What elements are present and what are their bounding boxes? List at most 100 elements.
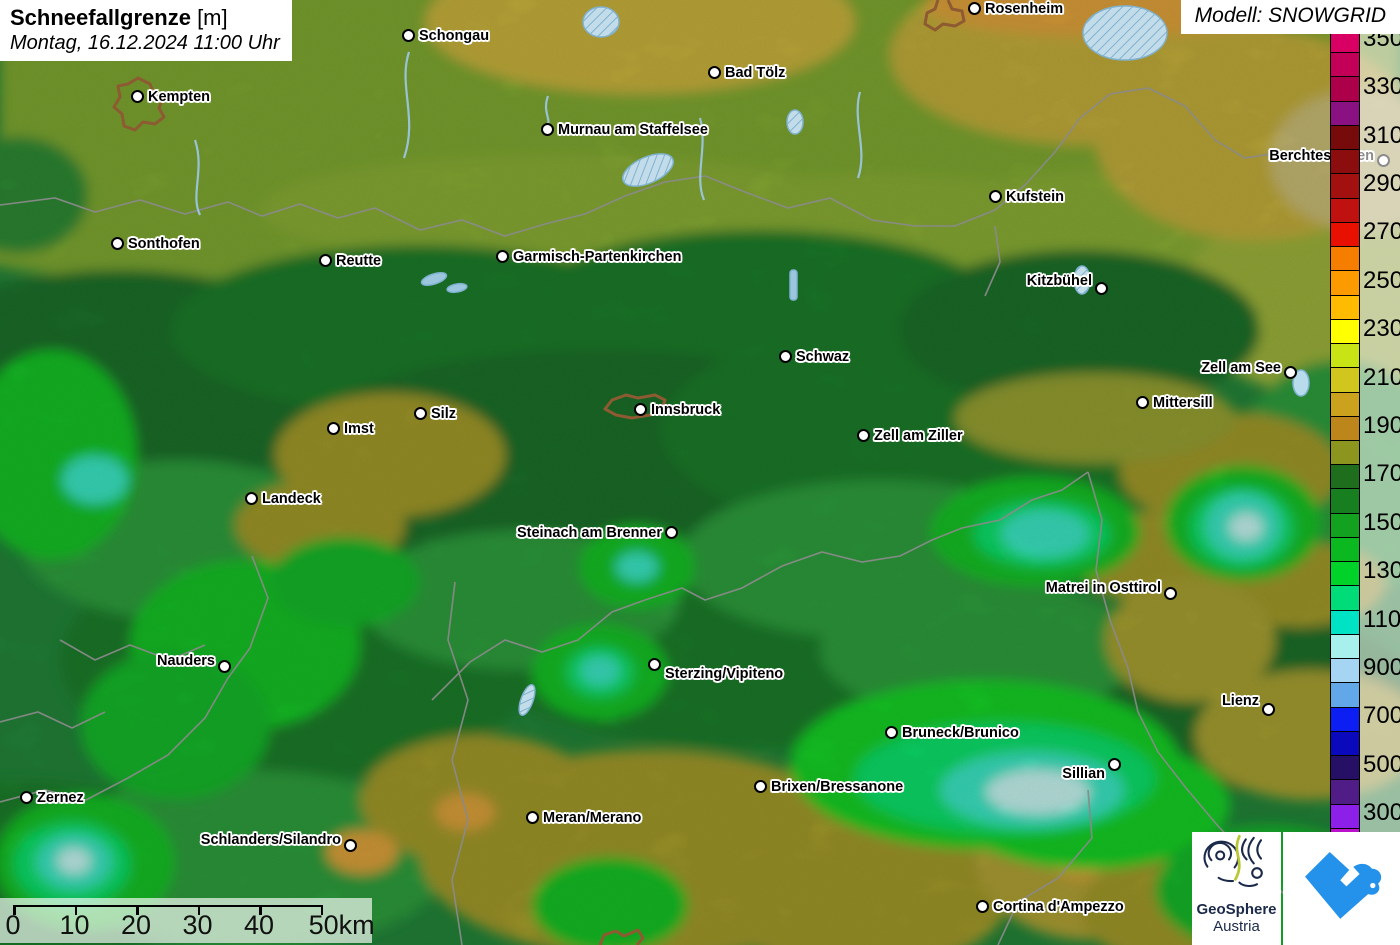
colorbar-segment xyxy=(1331,465,1359,490)
city-label: Cortina d'Ampezzo xyxy=(993,899,1124,915)
scale-bar-label: 50km xyxy=(308,910,375,940)
colorbar-segment xyxy=(1331,780,1359,805)
city-label: Mittersill xyxy=(1153,395,1213,411)
title-box: Schneefallgrenze [m] Montag, 16.12.2024 … xyxy=(0,0,292,61)
colorbar-segment xyxy=(1331,344,1359,369)
city-label: Meran/Merano xyxy=(543,810,642,826)
city-marker xyxy=(976,900,989,913)
colorbar-segment xyxy=(1331,756,1359,781)
scale-bar-label: 20 xyxy=(120,910,152,940)
city-label: Kempten xyxy=(148,89,211,105)
city-boundary-icon-south xyxy=(598,928,645,945)
city-label: Schwaz xyxy=(796,349,850,365)
city-label: Steinach am Brenner xyxy=(516,525,662,541)
city-marker xyxy=(111,237,124,250)
city-marker xyxy=(1095,282,1108,295)
geosphere-contours-icon xyxy=(1202,834,1263,887)
colorbar-tick-label: 2700 xyxy=(1363,218,1400,246)
colorbar-segment xyxy=(1331,247,1359,272)
colorbar-tick-label: 700 xyxy=(1363,702,1400,730)
colorbar-segment xyxy=(1331,537,1359,563)
city-marker xyxy=(541,123,554,136)
city-marker xyxy=(526,811,539,824)
city-marker xyxy=(708,66,721,79)
city-marker xyxy=(327,422,340,435)
rivers xyxy=(193,51,863,216)
blue-mountain-icon xyxy=(1304,851,1381,919)
city-marker xyxy=(319,254,332,267)
colorbar-segment xyxy=(1331,150,1359,175)
scale-bar-label: 10 xyxy=(59,910,90,940)
partner-logo-box xyxy=(1283,832,1400,945)
map-title: Schneefallgrenze [m] xyxy=(10,5,280,31)
colorbar-segment xyxy=(1331,634,1359,660)
city-label: Sterzing/Vipiteno xyxy=(665,666,784,682)
geosphere-logo-box: GeoSphere Austria xyxy=(1192,832,1281,945)
city-boundary-icon-kempten xyxy=(112,76,166,132)
colorbar-segment xyxy=(1331,101,1359,126)
city-marker xyxy=(754,780,767,793)
city-marker xyxy=(1136,396,1149,409)
scale-bar-tick xyxy=(259,905,262,915)
model-label: Modell: SNOWGRID xyxy=(1180,0,1400,34)
colorbar-tick-label: 1900 xyxy=(1363,412,1400,440)
city-label: Sillian xyxy=(1062,766,1105,782)
city-label: Landeck xyxy=(262,491,321,507)
colorbar-tick-label: 2300 xyxy=(1363,315,1400,343)
colorbar-segment xyxy=(1331,77,1359,102)
colorbar-segment xyxy=(1331,804,1359,829)
colorbar-tick-label: 1500 xyxy=(1363,508,1400,536)
title-parameter: Schneefallgrenze xyxy=(10,5,191,30)
city-marker xyxy=(1284,366,1297,379)
city-label: Schongau xyxy=(419,28,490,44)
city-label: Matrei in Osttirol xyxy=(1045,580,1161,596)
city-label: Brixen/Bressanone xyxy=(771,779,904,795)
colorbar-tick-label: 1100 xyxy=(1363,605,1400,633)
city-marker xyxy=(1108,758,1121,771)
colorbar-segment xyxy=(1331,440,1359,466)
colorbar xyxy=(1330,28,1360,877)
city-marker xyxy=(1164,587,1177,600)
colorbar-segment xyxy=(1331,513,1359,538)
city-marker xyxy=(218,660,231,673)
colorbar-segment xyxy=(1331,562,1359,587)
city-label: Kufstein xyxy=(1006,189,1064,205)
city-boundary-icon-innsbruck xyxy=(603,393,667,420)
geosphere-logo-country: Austria xyxy=(1213,918,1260,935)
city-label: Innsbruck xyxy=(651,402,721,418)
colorbar-tick-label: 3100 xyxy=(1363,121,1400,149)
geosphere-logo-name: GeoSphere xyxy=(1196,901,1277,918)
city-label: Zell am Ziller xyxy=(874,428,963,444)
city-marker xyxy=(414,407,427,420)
city-label: Schlanders/Silandro xyxy=(200,832,341,848)
city-marker xyxy=(245,492,258,505)
scale-bar-label: 0 xyxy=(5,910,21,940)
city-label: Reutte xyxy=(336,253,382,269)
colorbar-segment xyxy=(1331,271,1359,296)
colorbar-tick-label: 1300 xyxy=(1363,557,1400,585)
colorbar-background-strip xyxy=(1358,26,1400,878)
city-marker xyxy=(665,526,678,539)
city-marker xyxy=(968,2,981,15)
city-marker xyxy=(1262,703,1275,716)
city-marker xyxy=(885,726,898,739)
city-boundary-icons xyxy=(112,0,966,945)
scale-bar: 0 10 20 30 40 50km xyxy=(0,898,375,943)
colorbar-tick-label: 1700 xyxy=(1363,460,1400,488)
country-borders xyxy=(0,87,1321,945)
city-marker xyxy=(344,839,357,852)
city-label: Kitzbühel xyxy=(1026,273,1092,289)
city-marker xyxy=(496,250,509,263)
city-marker xyxy=(402,29,415,42)
colorbar-segment xyxy=(1331,659,1359,684)
city-marker xyxy=(20,791,33,804)
colorbar-tick-label: 3300 xyxy=(1363,73,1400,101)
colorbar-segment xyxy=(1331,53,1359,78)
city-label: Nauders xyxy=(156,653,215,669)
city-marker xyxy=(131,90,144,103)
city-label: Bruneck/Brunico xyxy=(902,725,1019,741)
city-boundary-icon-rosenheim xyxy=(923,0,966,32)
